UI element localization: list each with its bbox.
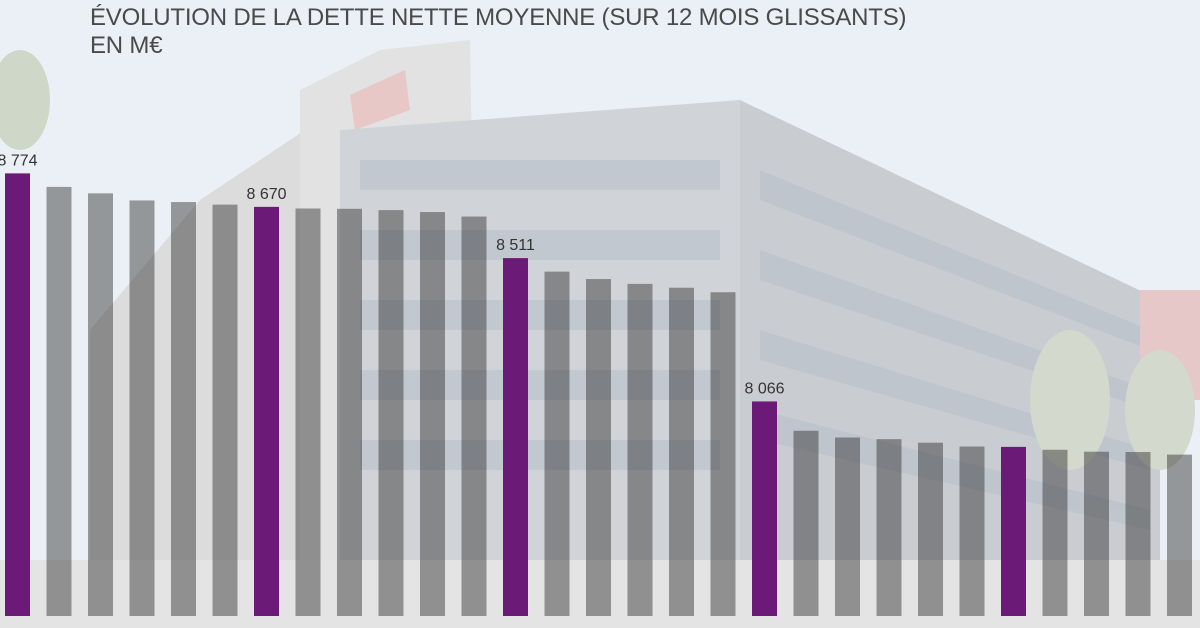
bar (627, 283, 653, 616)
bar (793, 430, 819, 616)
bar (876, 439, 902, 616)
bar (461, 216, 487, 617)
bar (918, 442, 943, 616)
data-label: 8 511 (496, 237, 535, 254)
bar (129, 200, 155, 616)
bar-highlight (752, 401, 777, 616)
bar (835, 437, 860, 616)
bar (1167, 454, 1192, 616)
bar (1125, 452, 1151, 616)
bar (669, 287, 694, 616)
bar (710, 292, 736, 616)
bar (1042, 449, 1068, 616)
chart-title: ÉVOLUTION DE LA DETTE NETTE MOYENNE (SUR… (90, 4, 907, 31)
bar (378, 210, 404, 616)
bar (586, 279, 611, 616)
bar (420, 212, 445, 617)
bar (337, 208, 362, 616)
data-label: 8 066 (744, 380, 784, 397)
bar-highlight (254, 206, 279, 616)
bar (959, 446, 985, 616)
bar (212, 204, 238, 616)
bar-highlight (5, 173, 30, 616)
bar (88, 193, 113, 616)
bar (1084, 451, 1109, 616)
data-label: 8 670 (246, 186, 286, 203)
chart-subtitle: EN M€ (90, 32, 163, 59)
bar (544, 271, 570, 616)
bar (46, 186, 72, 617)
bar (295, 208, 321, 616)
data-label: 8 774 (0, 152, 38, 169)
bar-highlight (503, 258, 528, 616)
bar (171, 202, 196, 616)
bar-highlight (1001, 446, 1026, 616)
